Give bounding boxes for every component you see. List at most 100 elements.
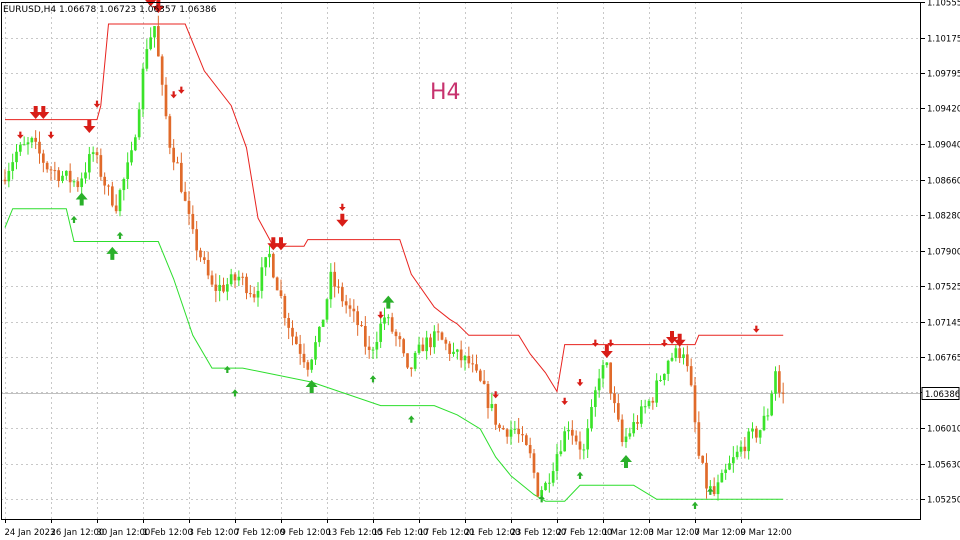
x-tick-label: 17 Feb 12:00 <box>419 528 475 538</box>
candle-body <box>356 311 360 326</box>
candle <box>551 462 555 487</box>
candle-body <box>18 144 22 152</box>
candle-body <box>620 419 624 443</box>
candle <box>145 39 149 72</box>
x-tick-label: 21 Feb 12:00 <box>465 528 521 538</box>
candle-body <box>701 455 705 463</box>
candle-body <box>210 275 214 285</box>
candle-body <box>218 284 222 291</box>
candle <box>214 273 218 303</box>
candle-body <box>271 253 275 278</box>
candle-body <box>317 326 321 343</box>
candle <box>720 469 724 483</box>
candle <box>348 298 352 317</box>
candle-body <box>260 267 264 291</box>
candle <box>260 257 264 299</box>
x-tick-label: 24 Jan 2023 <box>5 528 56 538</box>
x-tick-label: 27 Feb 12:00 <box>557 528 613 538</box>
signal-arrow-down <box>93 100 101 108</box>
candle-body <box>781 392 785 394</box>
candle <box>712 477 716 497</box>
candle-body <box>72 181 76 183</box>
candle-body <box>517 428 521 435</box>
candle-body <box>459 349 463 361</box>
candle-body <box>340 287 344 302</box>
candle-body <box>3 179 7 182</box>
candle <box>498 423 501 432</box>
signal-arrow-down <box>336 213 349 227</box>
candle <box>601 359 605 388</box>
candle <box>774 366 777 401</box>
candle-body <box>674 348 678 358</box>
candle <box>206 251 210 280</box>
candle-body <box>547 482 551 484</box>
candle <box>222 277 225 294</box>
candle-body <box>513 428 517 430</box>
candle-body <box>141 68 145 110</box>
x-tick-label: 30 Jan 12:00 <box>97 528 151 538</box>
x-tick-label: 15 Feb 12:00 <box>373 528 429 538</box>
candle-body <box>99 155 103 177</box>
candle-body <box>777 371 781 393</box>
candle <box>133 134 137 152</box>
candle-body <box>302 353 306 363</box>
candle-body <box>383 317 386 324</box>
candle <box>620 414 624 447</box>
candle <box>195 220 199 261</box>
candle-body <box>555 454 559 472</box>
candle <box>126 152 130 189</box>
signal-arrow-down <box>275 237 287 251</box>
candle <box>432 325 436 354</box>
candle <box>22 136 26 146</box>
candle-body <box>145 49 149 69</box>
candle <box>628 427 632 440</box>
x-tick-label: 13 Feb 12:00 <box>327 528 383 538</box>
candle <box>528 437 532 459</box>
candle-body <box>252 294 256 298</box>
candle-body <box>647 400 651 407</box>
candle-body <box>758 430 762 438</box>
candle <box>271 252 275 279</box>
candle <box>317 326 321 347</box>
candle-body <box>367 346 371 350</box>
candle-body <box>402 339 406 354</box>
signal-arrow-down <box>666 330 678 344</box>
candle-body <box>34 137 38 142</box>
candle <box>53 161 57 181</box>
candle <box>463 354 467 371</box>
candle-body <box>233 274 237 281</box>
candle-body <box>137 109 141 138</box>
candle <box>99 148 103 181</box>
signal-arrow-up <box>707 487 714 495</box>
candle-body <box>544 482 547 491</box>
candle-body <box>390 317 394 332</box>
signal-arrow-down <box>83 120 96 134</box>
candle <box>701 455 705 465</box>
candle-body <box>406 353 409 368</box>
candle-body <box>731 457 735 464</box>
x-tick-label: 23 Feb 12:00 <box>511 528 567 538</box>
candle-body <box>609 362 613 394</box>
candle <box>747 428 751 460</box>
candle-body <box>229 274 233 285</box>
candle-body <box>310 359 314 370</box>
candle-body <box>482 380 486 384</box>
candle-body <box>241 276 245 278</box>
candle-body <box>202 257 206 260</box>
candle <box>636 415 639 430</box>
candle <box>613 386 616 413</box>
candle <box>754 425 758 443</box>
candle <box>291 320 294 346</box>
candle <box>41 149 45 173</box>
candle <box>229 268 233 287</box>
candle <box>471 354 475 373</box>
candle-body <box>655 380 659 403</box>
candle-body <box>206 259 210 276</box>
candle <box>490 393 494 412</box>
candle <box>383 307 386 330</box>
candle-body <box>84 172 87 179</box>
candle-body <box>409 367 413 369</box>
